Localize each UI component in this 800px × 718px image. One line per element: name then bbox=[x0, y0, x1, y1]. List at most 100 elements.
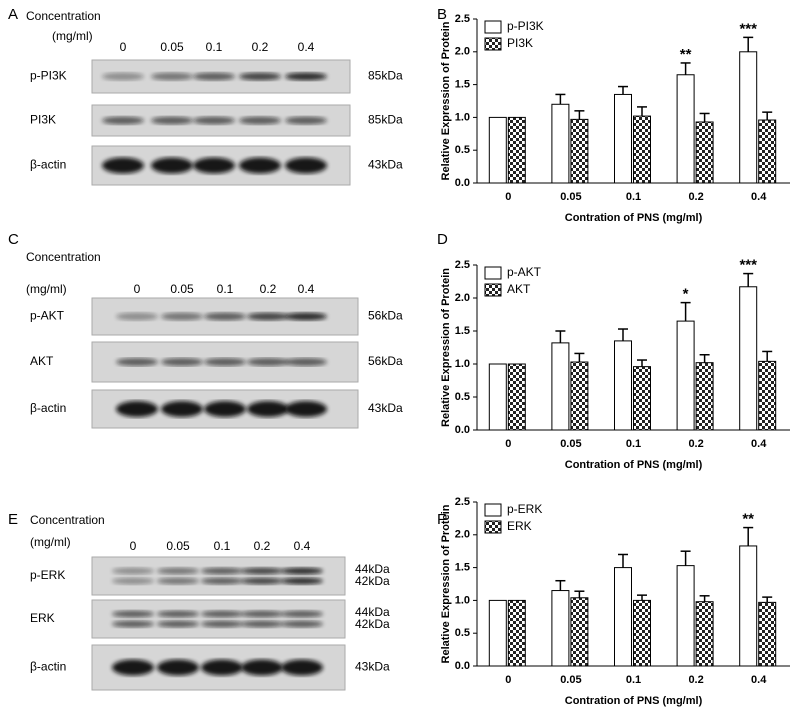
x-axis-title: Contration of PNS (mg/ml) bbox=[565, 212, 703, 224]
band bbox=[201, 577, 243, 585]
lane-label: 0.2 bbox=[254, 539, 271, 553]
bar bbox=[614, 340, 632, 431]
y-tick-label: 1.5 bbox=[455, 325, 470, 337]
x-tick-label: 0.4 bbox=[751, 674, 767, 686]
legend-label: p-AKT bbox=[507, 265, 542, 279]
legend-label: AKT bbox=[507, 282, 531, 296]
lane-label: 0.05 bbox=[166, 539, 190, 553]
band bbox=[193, 116, 235, 125]
lane-label: 0.05 bbox=[160, 40, 184, 54]
bar bbox=[739, 286, 758, 431]
lane-label: 0.4 bbox=[294, 539, 311, 553]
error-bar bbox=[762, 350, 773, 362]
bar bbox=[676, 565, 695, 667]
row-label: ERK bbox=[30, 611, 55, 625]
y-tick-label: 0.5 bbox=[455, 144, 470, 156]
error-bar bbox=[574, 352, 585, 363]
band bbox=[201, 567, 243, 575]
legend-label: ERK bbox=[507, 519, 532, 533]
panel-letter: A bbox=[8, 6, 18, 23]
band bbox=[102, 72, 144, 81]
bar bbox=[758, 601, 777, 667]
y-axis-title: Relative Expression of Protein bbox=[440, 504, 452, 663]
significance-label: ** bbox=[742, 511, 754, 528]
x-tick-label: 0.05 bbox=[560, 438, 581, 450]
band bbox=[161, 312, 203, 321]
y-tick-label: 1.5 bbox=[455, 562, 470, 574]
band bbox=[239, 157, 281, 174]
lane-label: 0.2 bbox=[260, 282, 277, 296]
bar bbox=[633, 366, 651, 431]
bar bbox=[570, 361, 589, 431]
panel-letter: D bbox=[437, 231, 448, 248]
band bbox=[151, 157, 193, 174]
x-tick-label: 0.2 bbox=[688, 438, 703, 450]
legend-swatch bbox=[484, 503, 502, 517]
lane-label: 0 bbox=[120, 40, 127, 54]
y-tick-label: 2.5 bbox=[455, 496, 470, 508]
error-bar bbox=[699, 112, 710, 122]
error-bar bbox=[762, 596, 773, 603]
bar bbox=[551, 590, 570, 667]
y-tick-label: 1.5 bbox=[455, 79, 470, 91]
significance-label: *** bbox=[739, 20, 757, 37]
band bbox=[285, 358, 327, 366]
legend-swatch bbox=[484, 20, 502, 34]
blot-strip bbox=[91, 599, 346, 639]
band bbox=[239, 72, 281, 81]
legend-swatch bbox=[484, 283, 502, 297]
band bbox=[201, 659, 243, 676]
x-tick-label: 0.1 bbox=[626, 674, 641, 686]
significance-label: ** bbox=[680, 46, 692, 63]
x-tick-label: 0.4 bbox=[751, 191, 767, 203]
error-bar bbox=[574, 110, 585, 120]
lane-label: 0.4 bbox=[298, 282, 315, 296]
error-bar bbox=[743, 36, 754, 52]
bar bbox=[633, 115, 651, 184]
kda-label: 56kDa bbox=[368, 354, 403, 368]
x-tick-label: 0.05 bbox=[560, 674, 581, 686]
band bbox=[281, 659, 323, 676]
x-tick-label: 0.05 bbox=[560, 191, 581, 203]
bar bbox=[507, 116, 526, 184]
band bbox=[281, 610, 323, 618]
x-tick-label: 0.2 bbox=[688, 191, 703, 203]
band bbox=[116, 358, 158, 366]
band bbox=[157, 610, 199, 618]
kda-label: 43kDa bbox=[355, 660, 390, 674]
band bbox=[112, 620, 154, 628]
error-bar bbox=[680, 62, 691, 75]
bar bbox=[488, 116, 507, 184]
row-label: p-AKT bbox=[30, 309, 65, 323]
kda-label: 44kDa bbox=[355, 605, 390, 619]
x-tick-label: 0 bbox=[505, 191, 511, 203]
error-bar bbox=[637, 594, 647, 601]
band bbox=[204, 312, 246, 321]
bar bbox=[570, 597, 589, 667]
x-tick-label: 0.1 bbox=[626, 191, 641, 203]
legend-swatch bbox=[484, 266, 502, 280]
error-bar bbox=[680, 550, 691, 566]
error-bar bbox=[699, 354, 710, 363]
error-bar bbox=[637, 106, 647, 117]
concentration-label: Concentration bbox=[30, 513, 105, 527]
band bbox=[281, 577, 323, 585]
y-tick-label: 2.0 bbox=[455, 46, 470, 58]
band bbox=[116, 312, 158, 321]
bar bbox=[570, 118, 589, 184]
band bbox=[201, 620, 243, 628]
y-tick-label: 0.5 bbox=[455, 627, 470, 639]
band bbox=[285, 72, 327, 81]
y-tick-label: 2.0 bbox=[455, 529, 470, 541]
lane-label: 0.4 bbox=[298, 40, 315, 54]
bar bbox=[507, 599, 526, 667]
band bbox=[281, 620, 323, 628]
x-tick-label: 0.1 bbox=[626, 438, 641, 450]
panel-letter: F bbox=[437, 511, 446, 528]
bar bbox=[551, 103, 570, 184]
y-tick-label: 1.0 bbox=[455, 358, 470, 370]
y-axis-title: Relative Expression of Protein bbox=[440, 268, 452, 427]
legend-swatch bbox=[484, 520, 502, 534]
band bbox=[201, 610, 243, 618]
